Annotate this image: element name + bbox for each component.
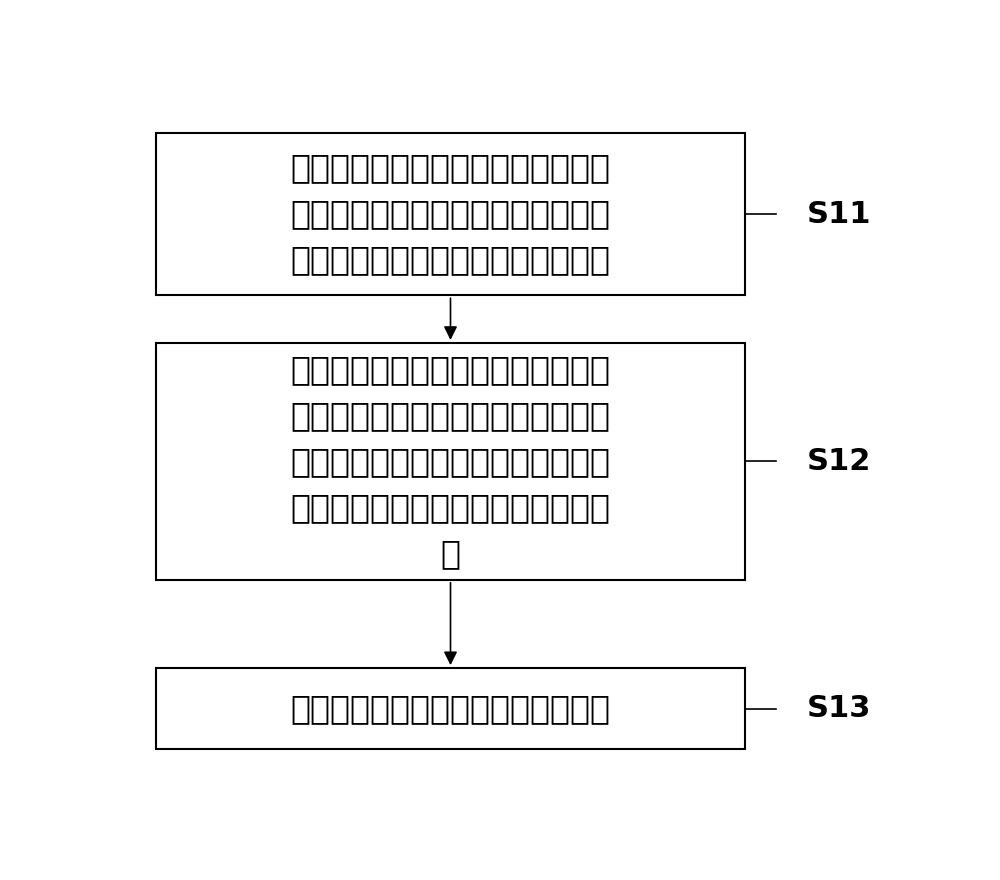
Text: S13: S13 [807, 694, 871, 723]
Bar [156, 668, 745, 750]
Text: 如果虚拟光标所在位置的对象支持滑
动，按照预设的第二移动比例、第二
手指移动距离控制虚拟光标所在位置
的对象沿着所述第二手指移动方法滑
动: 如果虚拟光标所在位置的对象支持滑 动，按照预设的第二移动比例、第二 手指移动距离… [290, 353, 610, 570]
Bar [156, 133, 745, 296]
Text: 接收用户在操作区域输入的第二手指
移动操作，第二手指移动操作包括第
二手指移动方向和第二手指移动距离: 接收用户在操作区域输入的第二手指 移动操作，第二手指移动操作包括第 二手指移动方… [290, 151, 610, 276]
Text: 保存本次该对象的第二手指移动操作: 保存本次该对象的第二手指移动操作 [290, 693, 610, 725]
Bar [156, 343, 745, 580]
Text: S12: S12 [807, 447, 871, 476]
Text: S11: S11 [807, 200, 872, 229]
